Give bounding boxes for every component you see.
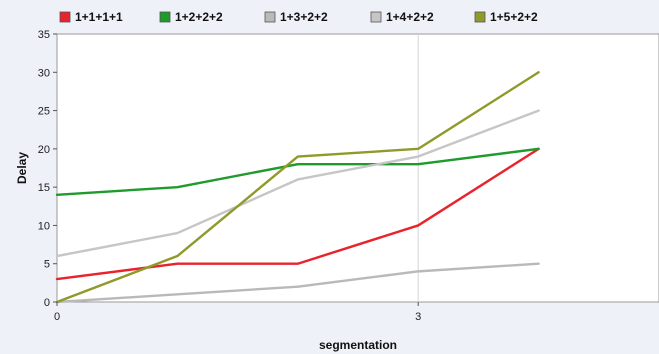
y-tick-label: 15	[38, 182, 50, 194]
legend-swatch	[159, 11, 171, 23]
legend-swatch	[474, 11, 486, 23]
legend-label: 1+1+1+1	[75, 10, 123, 24]
legend: 1+1+1+1 1+2+2+2 1+3+2+2 1+4+2+2 1+5+2+2	[59, 10, 538, 24]
series-layer	[55, 71, 540, 304]
y-tick-label: 0	[44, 297, 50, 309]
x-tick-label: 0	[54, 311, 60, 323]
legend-swatch	[370, 11, 382, 23]
y-tick-label: 20	[38, 144, 50, 156]
legend-label: 1+5+2+2	[490, 10, 538, 24]
series-line-1	[55, 147, 540, 281]
series-line-3	[55, 262, 540, 304]
legend-label: 1+4+2+2	[386, 10, 434, 24]
axes: 0 5 10 15 20 25 30 35 0 3	[38, 29, 422, 323]
series-line-5	[55, 71, 540, 304]
legend-swatch	[59, 11, 71, 23]
y-tick-label: 25	[38, 106, 50, 118]
legend-label: 1+3+2+2	[280, 10, 328, 24]
legend-swatch	[264, 11, 276, 23]
series-line-2	[55, 147, 540, 197]
x-tick-label: 3	[415, 311, 421, 323]
y-tick-label: 35	[38, 29, 50, 41]
x-axis-label: segmentation	[319, 338, 397, 352]
y-tick-label: 10	[38, 220, 50, 232]
series-line-4	[55, 109, 540, 258]
y-tick-label: 5	[44, 259, 50, 271]
y-tick-label: 30	[38, 67, 50, 79]
legend-label: 1+2+2+2	[175, 10, 223, 24]
y-axis-label: Delay	[15, 152, 29, 184]
